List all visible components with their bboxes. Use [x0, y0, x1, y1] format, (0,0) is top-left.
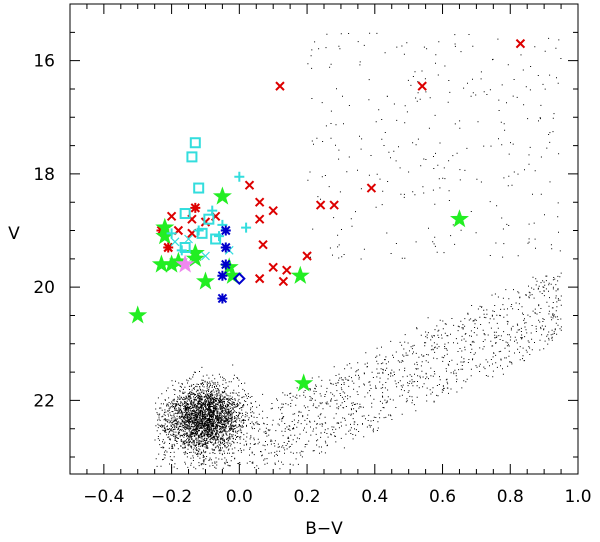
- x-point: [254, 197, 265, 207]
- asterisk-point: [217, 270, 228, 281]
- star-point: [168, 251, 188, 270]
- asterisk-point: [220, 259, 231, 270]
- x-point: [254, 273, 265, 284]
- square-point: [179, 208, 191, 220]
- asterisk-point: [163, 242, 174, 253]
- plus-point: [193, 225, 204, 236]
- star-point: [294, 373, 314, 392]
- square-point: [193, 182, 205, 194]
- star-point: [212, 186, 232, 205]
- x-point: [417, 81, 427, 91]
- series-x: [160, 38, 526, 287]
- y-tick-label: 20: [33, 278, 55, 298]
- x-point: [268, 205, 278, 216]
- series-plus: [166, 171, 252, 256]
- x-tick-label: 0.6: [429, 487, 456, 507]
- square-point: [189, 137, 201, 149]
- field-star-dots: [154, 32, 562, 470]
- star-point: [450, 209, 469, 228]
- series-asterisk: [217, 225, 231, 304]
- asterisk-point: [220, 242, 231, 253]
- x-point: [275, 81, 285, 91]
- square-point: [186, 151, 198, 163]
- x-point: [268, 262, 278, 273]
- plus-point: [214, 231, 225, 242]
- star-point: [162, 254, 182, 273]
- x-point: [302, 251, 312, 261]
- field-star-dot: [154, 32, 562, 470]
- asterisk-point: [190, 202, 201, 213]
- asterisk-point: [217, 293, 228, 304]
- x-point: [278, 276, 289, 287]
- y-axis-label: V: [8, 224, 20, 244]
- x-point: [366, 183, 377, 193]
- x-point: [315, 200, 326, 210]
- x-point: [258, 239, 268, 250]
- cross-point: [201, 251, 210, 261]
- diamond-point: [232, 272, 246, 286]
- x-tick-label: 0.0: [226, 487, 253, 507]
- x-point: [166, 211, 177, 222]
- plus-point: [241, 222, 252, 233]
- x-point: [282, 265, 292, 275]
- star-point: [219, 257, 239, 276]
- x-tick-label: 0.4: [361, 487, 388, 507]
- series-star: [175, 254, 195, 273]
- series-star: [128, 186, 469, 392]
- x-point: [329, 200, 339, 210]
- tick-marks: [70, 4, 579, 474]
- x-tick-label: −0.2: [151, 487, 192, 507]
- x-tick-label: 0.2: [294, 487, 321, 507]
- y-tick-labels: 16 18 20 22: [33, 52, 55, 412]
- square-point: [210, 233, 222, 245]
- cross-point: [184, 234, 193, 244]
- star-point: [290, 265, 310, 284]
- plus-point: [166, 228, 177, 239]
- data-markers: [128, 38, 526, 392]
- x-point: [200, 217, 211, 227]
- asterisk-point: [220, 225, 231, 236]
- axis-ticks: [70, 4, 579, 474]
- x-point: [254, 214, 265, 224]
- y-tick-label: 22: [33, 391, 55, 411]
- square-point: [196, 227, 208, 239]
- cross-point: [170, 237, 180, 247]
- x-point: [515, 38, 526, 49]
- star-point: [175, 254, 195, 273]
- x-tick-label: 1.0: [564, 487, 591, 507]
- star-point: [151, 254, 171, 273]
- series-square: [179, 137, 222, 253]
- star-point: [155, 226, 175, 245]
- x-tick-label: 0.8: [497, 487, 524, 507]
- plus-point: [234, 171, 245, 182]
- plus-point: [176, 245, 187, 256]
- x-tick-labels: −0.4 −0.2 0.0 0.2 0.4 0.6 0.8 1.0: [83, 487, 591, 507]
- star-point: [196, 271, 215, 290]
- y-tick-label: 18: [33, 165, 55, 185]
- square-point: [203, 213, 215, 225]
- x-point: [244, 180, 255, 190]
- plot-frame: [69, 3, 579, 475]
- series-diamond: [232, 272, 246, 286]
- y-tick-label: 16: [33, 52, 55, 72]
- x-axis-label: B−V: [305, 519, 343, 539]
- plus-point: [207, 205, 218, 216]
- star-point: [185, 248, 205, 267]
- x-tick-label: −0.4: [83, 487, 124, 507]
- star-point: [223, 265, 243, 284]
- star-point: [128, 305, 148, 324]
